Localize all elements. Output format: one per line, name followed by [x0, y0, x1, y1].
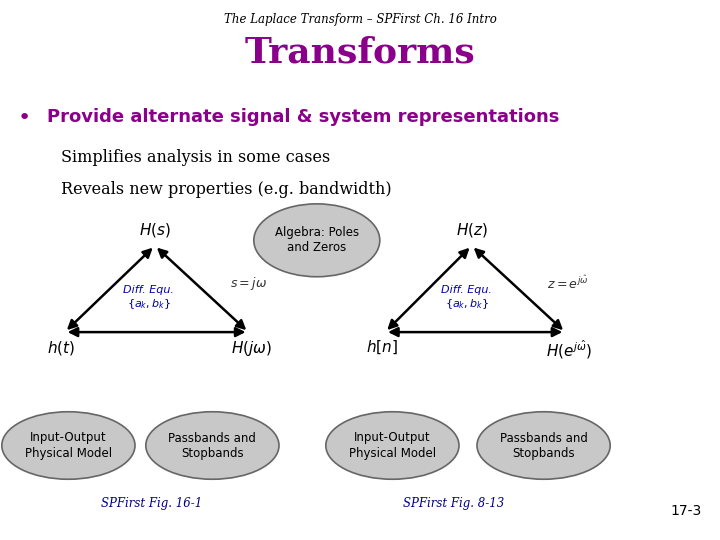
Ellipse shape [2, 411, 135, 480]
Text: $H(j\omega)$: $H(j\omega)$ [232, 339, 272, 357]
Text: $s = j\omega$: $s = j\omega$ [230, 275, 268, 292]
Text: $H(s)$: $H(s)$ [139, 221, 171, 239]
Ellipse shape [326, 411, 459, 480]
Text: Input-Output
Physical Model: Input-Output Physical Model [24, 431, 112, 460]
Text: Passbands and
Stopbands: Passbands and Stopbands [500, 431, 588, 460]
Text: SPFirst Fig. 16-1: SPFirst Fig. 16-1 [101, 497, 202, 510]
Text: Algebra: Poles
and Zeros: Algebra: Poles and Zeros [275, 226, 359, 254]
Text: The Laplace Transform – SPFirst Ch. 16 Intro: The Laplace Transform – SPFirst Ch. 16 I… [224, 14, 496, 26]
Ellipse shape [145, 411, 279, 480]
Text: $z = e^{j\hat{\omega}}$: $z = e^{j\hat{\omega}}$ [547, 275, 589, 292]
Text: Input-Output
Physical Model: Input-Output Physical Model [348, 431, 436, 460]
Text: Provide alternate signal & system representations: Provide alternate signal & system repres… [47, 108, 559, 126]
Text: $h[n]$: $h[n]$ [366, 339, 397, 356]
Text: Transforms: Transforms [245, 35, 475, 69]
Text: SPFirst Fig. 8-13: SPFirst Fig. 8-13 [403, 497, 504, 510]
Text: Simplifies analysis in some cases: Simplifies analysis in some cases [61, 148, 330, 165]
Text: $h(t)$: $h(t)$ [47, 339, 76, 356]
Text: 17-3: 17-3 [671, 504, 702, 518]
Text: $H(e^{j\hat{\omega}})$: $H(e^{j\hat{\omega}})$ [546, 339, 592, 362]
Ellipse shape [253, 204, 380, 276]
Text: $H(z)$: $H(z)$ [456, 221, 487, 239]
Text: Passbands and
Stopbands: Passbands and Stopbands [168, 431, 256, 460]
Text: Diff. Equ.
$\{a_k, b_k\}$: Diff. Equ. $\{a_k, b_k\}$ [123, 285, 174, 311]
Text: •: • [18, 108, 31, 128]
Text: Diff. Equ.
$\{a_k, b_k\}$: Diff. Equ. $\{a_k, b_k\}$ [441, 285, 492, 311]
Text: Reveals new properties (e.g. bandwidth): Reveals new properties (e.g. bandwidth) [61, 181, 392, 198]
Ellipse shape [477, 411, 611, 480]
